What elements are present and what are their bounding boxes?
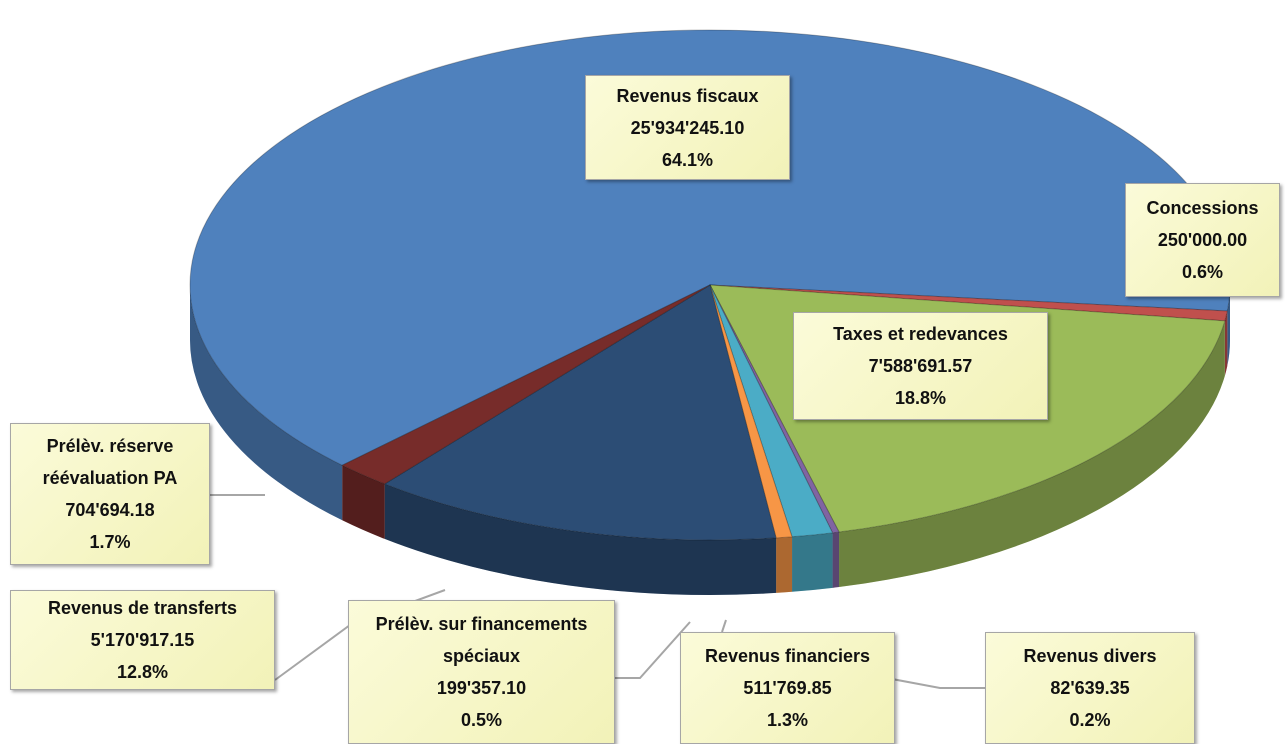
label-category: Revenus financiers [704,646,871,666]
data-label: Taxes et redevances 7'588'691.57 18.8% [793,312,1048,420]
data-label: Concessions 250'000.00 0.6% [1125,183,1280,297]
label-value: 5'170'917.15 [90,630,195,650]
data-label: Prélèv. sur financements spéciaux 199'357… [348,600,615,744]
slice-side [1224,311,1228,376]
label-value: 0.5% [460,710,503,730]
slice [189,29,1231,466]
slice-side [832,532,840,588]
slice-side [384,483,777,595]
slice [709,284,1228,322]
label-value: 82'639.35 [1050,678,1130,698]
label-category: Revenus divers [1023,646,1157,666]
slice-side [342,465,385,539]
data-label: Prélèv. réserve réévaluation PA 704'694.1… [10,423,210,565]
label-value: 0.6% [1181,262,1224,282]
slice [383,284,777,541]
data-label: Revenus divers 82'639.35 0.2% [985,632,1195,744]
label-category: Concessions [1146,198,1259,218]
label-value: 7'588'691.57 [868,356,973,376]
data-label: Revenus fiscaux 25'934'245.10 64.1% [585,75,790,180]
slice [709,284,834,538]
slice [709,284,793,539]
label-value: 64.1% [661,149,714,170]
side-shade [1224,311,1228,376]
data-label: Revenus de transferts 5'170'917.15 12.8% [10,590,275,690]
label-value: 0.2% [1069,710,1111,730]
label-category: Prélèv. sur financements spéciaux [375,614,588,666]
label-category: Prélèv. réserve réévaluation PA [42,436,178,488]
label-value: 12.8% [116,662,169,682]
label-value: 199'357.10 [436,678,527,698]
label-value: 25'934'245.10 [630,117,745,138]
side-shade [792,532,833,592]
side-shade [839,320,1225,588]
slice [709,284,840,534]
label-value: 704'694.18 [65,500,155,520]
side-shade [384,483,777,595]
label-value: 1.7% [89,532,131,552]
label-category: Revenus fiscaux [616,85,759,106]
label-value: 1.3% [766,710,809,730]
side-shade [832,532,840,588]
slice-side [776,536,793,593]
side-shade [1227,285,1230,367]
slice-side [792,532,833,592]
slice-side [839,320,1225,588]
leader-line [721,619,727,633]
label-value: 250'000.00 [1157,230,1248,250]
slice [341,284,711,485]
leader-line [615,621,691,679]
side-shade [776,536,793,593]
side-shade [342,465,385,539]
slice-side [190,285,343,521]
label-value: 18.8% [894,388,947,408]
slice-side [1227,285,1230,367]
label-category: Taxes et redevances [833,324,1008,344]
label-value: 511'769.85 [743,678,832,698]
data-label: Revenus financiers 511'769.85 1.3% [680,632,895,744]
label-category: Revenus de transferts [47,598,238,618]
side-shade [190,285,343,521]
